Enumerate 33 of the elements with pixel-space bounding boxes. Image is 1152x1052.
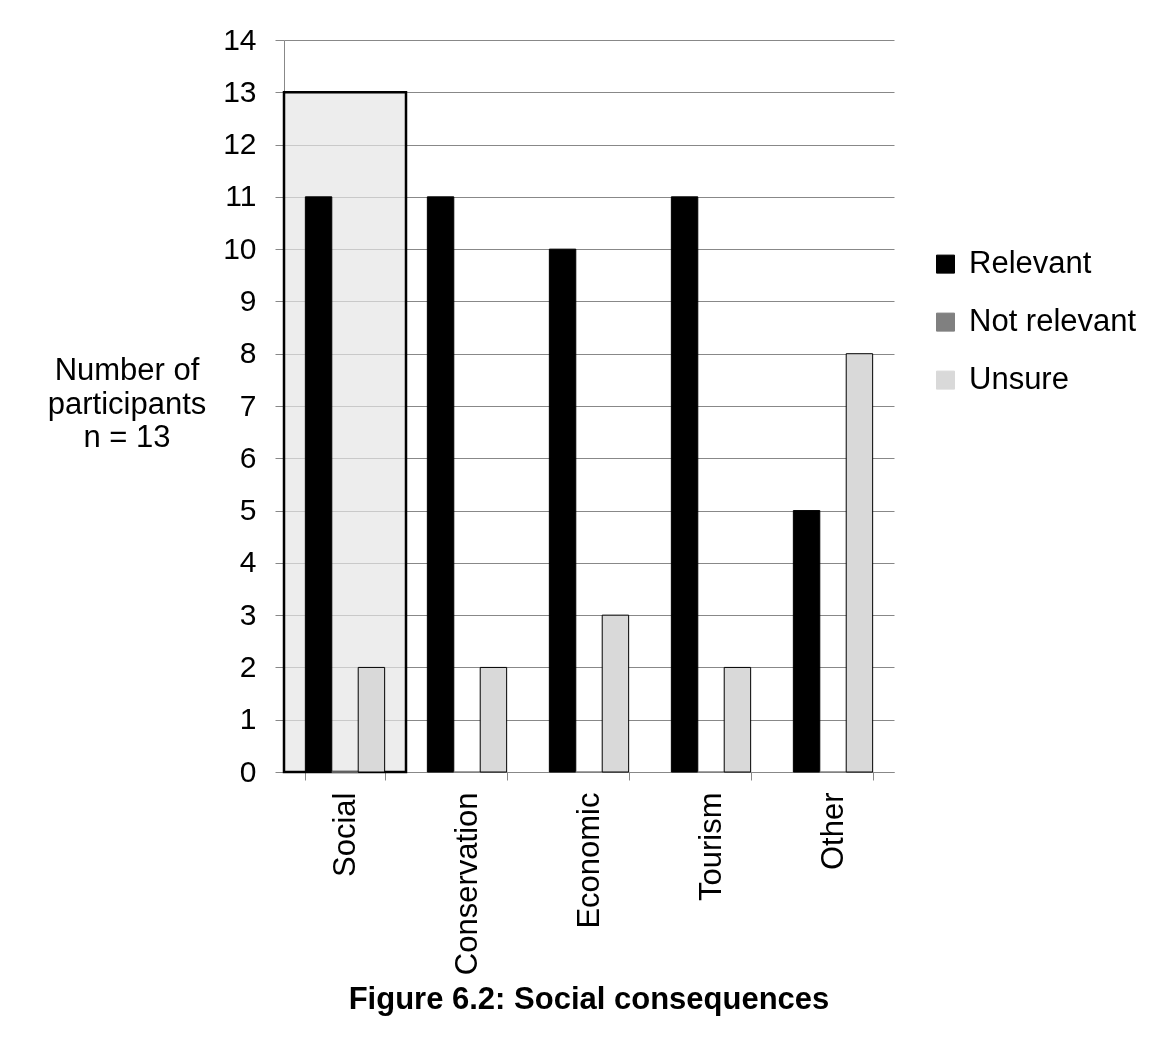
bar (670, 196, 699, 773)
y-tick-label: 0 (239, 754, 257, 788)
y-tick-label: 11 (225, 179, 257, 213)
bar (792, 510, 821, 773)
y-tick-label: 2 (239, 649, 257, 683)
bar (548, 248, 577, 773)
y-tick-label: 5 (239, 493, 257, 527)
legend-label: Not relevant (969, 303, 1137, 339)
text: Figure 6.2: Social consequences (348, 980, 830, 1016)
legend-label: Unsure (969, 361, 1069, 397)
y-tick-label: 1 (239, 702, 257, 736)
bar (601, 614, 630, 773)
x-tick-label: Economic (570, 792, 606, 929)
y-tick-label: 6 (239, 440, 257, 474)
legend-label: Relevant (969, 245, 1092, 281)
y-tick-label: 13 (223, 74, 257, 108)
y-tick-label: 8 (239, 336, 257, 370)
bar (479, 666, 508, 773)
x-tick-label: Conservation (448, 792, 484, 976)
y-tick-label: 7 (239, 388, 257, 422)
bar (723, 666, 752, 773)
y-axis-title: Number of participants n = 13 (47, 352, 207, 454)
bar (426, 196, 455, 773)
y-tick-label: 12 (223, 127, 257, 161)
y-tick-label: 9 (239, 283, 257, 317)
y-tick-label: 10 (223, 231, 257, 265)
x-tick-label: Social (326, 792, 362, 877)
x-tick-label: Tourism (692, 792, 728, 902)
y-tick-label: 4 (239, 545, 257, 579)
bar (845, 353, 874, 773)
y-tick-label: 3 (239, 597, 257, 631)
y-tick-label: 14 (223, 22, 257, 56)
x-tick-label: Other (814, 792, 850, 871)
